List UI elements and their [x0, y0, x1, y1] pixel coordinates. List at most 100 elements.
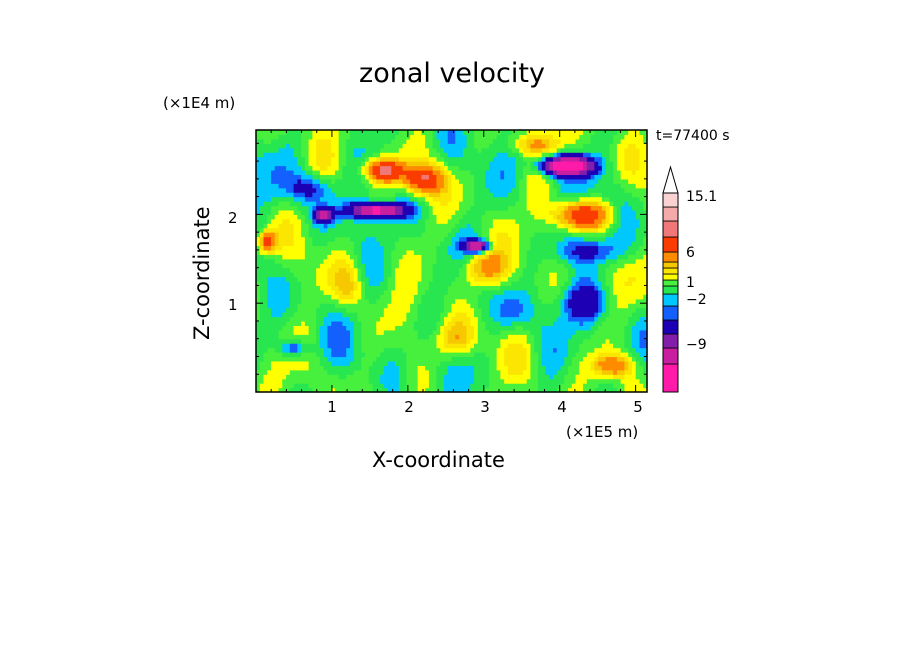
field-cell [368, 365, 374, 371]
field-cell [545, 280, 550, 287]
field-cell [500, 147, 505, 153]
field-cell [481, 369, 486, 375]
field-cell [372, 369, 377, 375]
field-cell [361, 298, 366, 304]
field-cell [470, 369, 475, 375]
field-cell [459, 360, 464, 366]
field-cell [485, 374, 490, 380]
field-cell [372, 205, 377, 211]
field-cell [504, 156, 509, 162]
field-cell [387, 267, 392, 273]
field-cell [274, 272, 280, 278]
field-cell [455, 298, 460, 304]
field-cell [511, 187, 517, 193]
field-cell [549, 320, 554, 326]
field-cell [500, 218, 505, 224]
field-cell [278, 236, 283, 242]
field-cell [346, 360, 351, 366]
field-cell [278, 272, 283, 278]
field-cell [323, 360, 329, 366]
field-cell [342, 338, 347, 344]
field-cell [560, 178, 565, 184]
field-cell [312, 325, 317, 331]
field-cell [365, 236, 370, 242]
field-cell [286, 205, 291, 211]
field-cell [477, 320, 483, 326]
field-cell [342, 223, 347, 229]
field-cell [267, 267, 272, 273]
field-cell [256, 347, 261, 353]
field-cell [256, 325, 261, 331]
field-cell [496, 285, 501, 291]
field-cell [459, 205, 464, 211]
field-cell [549, 387, 554, 393]
field-cell [455, 303, 460, 309]
field-cell [349, 223, 355, 229]
field-cell [507, 258, 513, 264]
field-cell [267, 192, 272, 198]
field-cell [417, 347, 423, 353]
field-cell [338, 360, 344, 366]
field-cell [432, 214, 438, 220]
field-cell [346, 334, 351, 340]
field-cell [308, 365, 313, 371]
field-cell [492, 138, 498, 144]
field-cell [357, 192, 362, 198]
field-cell [319, 338, 325, 344]
field-cell [297, 338, 302, 344]
field-cell [383, 161, 389, 167]
field-cell [308, 138, 313, 144]
field-cell [368, 294, 374, 300]
field-cell [462, 383, 468, 389]
field-cell [342, 205, 347, 211]
field-cell [304, 254, 310, 260]
field-cell [387, 298, 392, 304]
field-cell [402, 249, 407, 255]
field-cell [353, 258, 359, 264]
field-cell [462, 245, 468, 251]
field-cell [530, 325, 535, 331]
field-cell [474, 352, 479, 358]
field-cell [402, 165, 407, 171]
field-cell [462, 134, 468, 140]
field-cell [451, 294, 456, 300]
field-cell [410, 152, 415, 158]
field-cell [398, 303, 404, 309]
field-cell [376, 169, 381, 176]
field-cell [380, 178, 385, 184]
field-cell [413, 276, 419, 282]
field-cell [293, 192, 298, 198]
field-cell [259, 201, 265, 207]
field-cell [436, 209, 441, 215]
field-cell [545, 352, 550, 358]
field-cell [402, 183, 407, 189]
field-cell [312, 263, 317, 269]
field-cell [556, 280, 562, 287]
field-cell [256, 254, 261, 260]
field-cell [316, 258, 321, 264]
field-cell [545, 356, 550, 362]
field-cell [560, 312, 565, 318]
field-cell [477, 174, 483, 180]
field-cell [466, 134, 471, 140]
field-cell [410, 236, 415, 242]
field-cell [380, 298, 385, 304]
field-cell [545, 227, 550, 233]
field-cell [428, 169, 434, 176]
field-cell [271, 241, 276, 247]
field-cell [282, 156, 287, 162]
field-cell [372, 156, 377, 162]
field-cell [312, 307, 317, 313]
field-cell [372, 298, 377, 304]
field-cell [553, 378, 558, 384]
field-cell [304, 223, 310, 229]
field-cell [428, 285, 434, 291]
field-cell [504, 245, 509, 251]
field-cell [470, 263, 475, 269]
field-cell [526, 249, 532, 255]
field-cell [327, 245, 332, 251]
field-cell [293, 169, 298, 176]
field-cell [380, 218, 385, 224]
field-cell [349, 196, 355, 202]
field-cell [383, 294, 389, 300]
